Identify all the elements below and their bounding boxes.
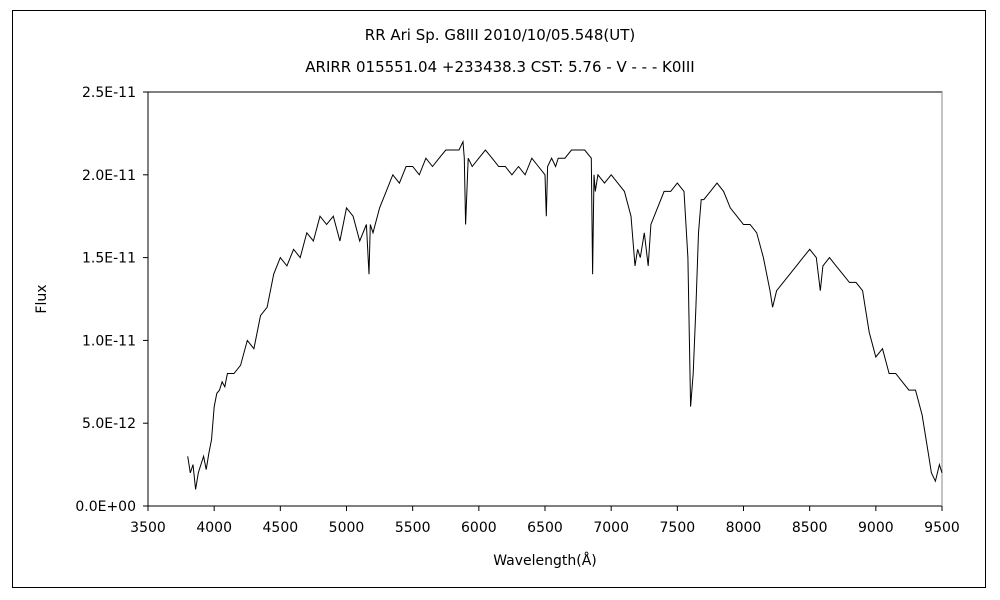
- chart-frame: [12, 10, 986, 588]
- x-tick-label: 3500: [130, 520, 166, 536]
- x-tick-label: 9000: [858, 520, 894, 536]
- x-tick-label: 5500: [395, 520, 431, 536]
- x-tick-label: 7000: [593, 520, 629, 536]
- x-tick-label: 4000: [196, 520, 232, 536]
- y-tick-label: 1.0E-11: [82, 333, 136, 349]
- x-axis-label: Wavelength(Å): [493, 552, 597, 569]
- y-tick-label: 2.0E-11: [82, 168, 136, 184]
- x-tick-label: 7500: [660, 520, 696, 536]
- x-tick-label: 8500: [792, 520, 828, 536]
- y-tick-label: 5.0E-12: [82, 416, 136, 432]
- y-tick-label: 0.0E+00: [75, 499, 136, 515]
- x-tick-label: 6500: [527, 520, 563, 536]
- x-tick-label: 9500: [924, 520, 960, 536]
- x-axis: 3500 4000 4500 5000 5500 6000 6500 7000 7500 8000…: [130, 506, 960, 536]
- x-tick-label: 6000: [461, 520, 497, 536]
- y-tick-label: 2.5E-11: [82, 85, 136, 101]
- y-axis: 0.0E+00 5.0E-12 1.0E-11 1.5E-11 2.0E-11 2.5E-…: [75, 85, 148, 515]
- series-layer: [187, 139, 943, 490]
- spectrum-line: [187, 139, 943, 490]
- chart-title: RR Ari Sp. G8III 2010/10/05.548(UT): [364, 26, 636, 44]
- x-tick-label: 8000: [726, 520, 762, 536]
- y-tick-label: 1.5E-11: [82, 251, 136, 267]
- y-axis-label: Flux: [34, 284, 50, 313]
- plot-area: [147, 91, 943, 507]
- x-tick-label: 5000: [329, 520, 365, 536]
- chart-subtitle: ARIRR 015551.04 +233438.3 CST: 5.76 - V …: [305, 58, 695, 76]
- x-tick-label: 4500: [263, 520, 299, 536]
